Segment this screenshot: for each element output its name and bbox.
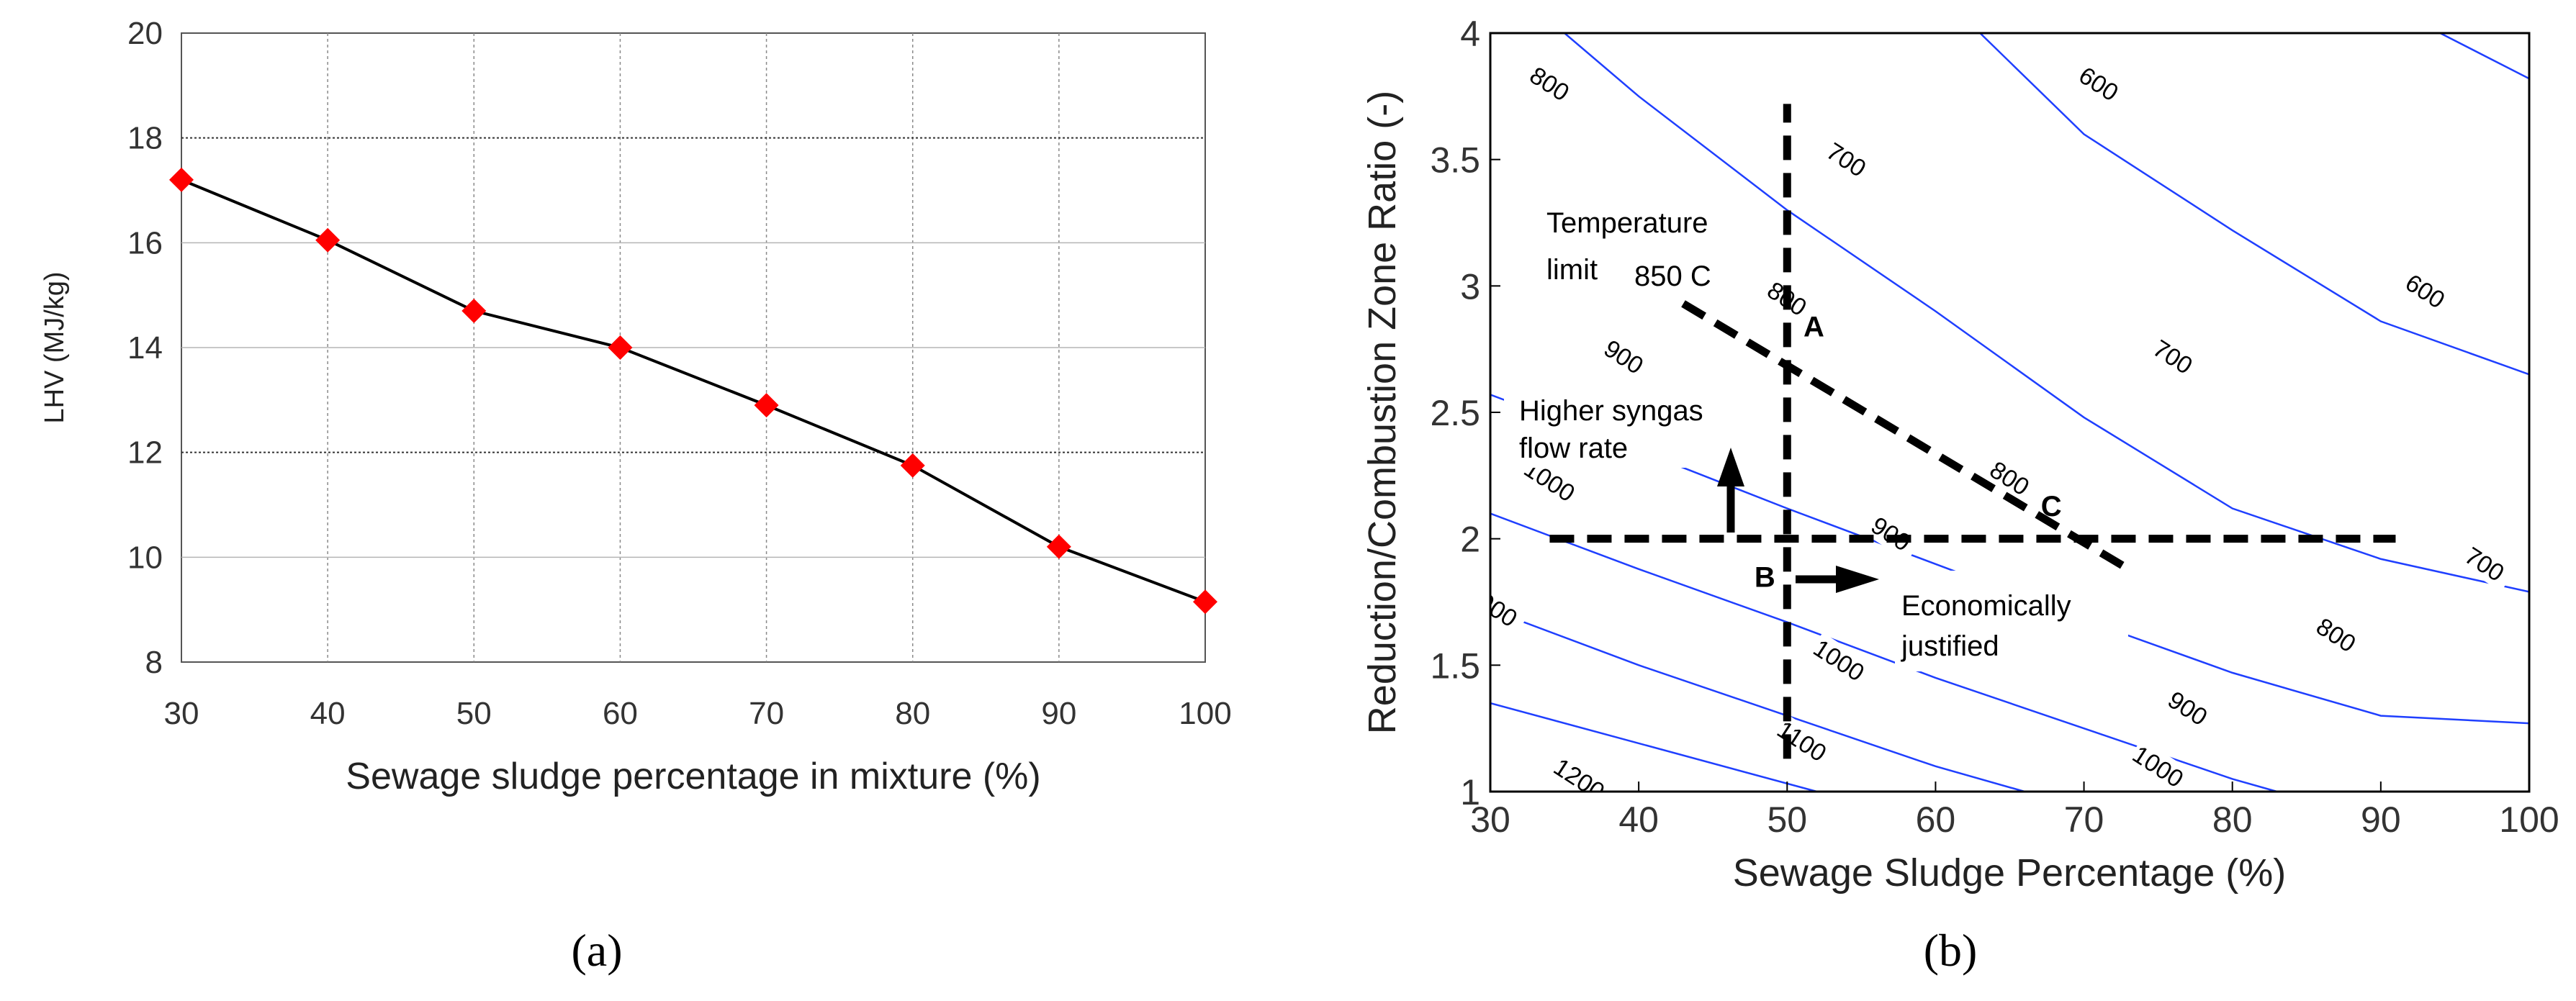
- lhv-series-line: [181, 178, 1206, 604]
- y-tick-label: 1.5: [1430, 646, 1480, 686]
- flow-rate-label: flow rate: [1519, 432, 1628, 464]
- y-tick-label: 3: [1460, 266, 1480, 307]
- x-tick-label: 90: [1041, 696, 1076, 731]
- contour-label-bg: [1518, 55, 1582, 112]
- contour-label-bg: [1978, 450, 2042, 506]
- y-tick-label: 4: [1460, 14, 1480, 54]
- economically-label: Economically: [1901, 590, 2071, 622]
- contour-label-bg: [2156, 680, 2220, 736]
- y-tick-label: 16: [127, 225, 163, 261]
- contour-label-bg: [1770, 713, 1834, 769]
- y-tick-label: 14: [127, 330, 163, 366]
- x-tick-label: 80: [895, 696, 930, 731]
- x-tick-label: 30: [1470, 800, 1510, 840]
- y-ticks-a: 8 10 12 14 16 18 20: [127, 16, 163, 680]
- contour-label-bg: [1547, 751, 1612, 792]
- temperature-limit-label: Temperature: [1546, 207, 1708, 239]
- data-point: [1046, 534, 1071, 559]
- y-tick-label: 10: [127, 540, 163, 575]
- data-point: [608, 335, 633, 360]
- contour-label-bg: [2304, 607, 2369, 663]
- contour-label-bg: [1814, 132, 1879, 188]
- y-tick-label: 3.5: [1430, 140, 1480, 181]
- point-label-a: A: [1803, 312, 1824, 343]
- justified-label: justified: [1901, 630, 1999, 662]
- contour-label-bg: [1859, 506, 1924, 562]
- contour-label-bg: [2140, 329, 2205, 385]
- data-point: [1193, 589, 1217, 615]
- temperature-limit-label-2: limit: [1546, 254, 1598, 286]
- x-tick-label: 100: [1179, 696, 1231, 731]
- data-point: [461, 299, 487, 324]
- economically-justified-box: [1895, 571, 2128, 671]
- x-ticks-b: 30 40 50 60 70 80 90 100: [1470, 782, 2559, 840]
- x-tick-label: 40: [1618, 800, 1659, 840]
- panel-label-b: (b): [1924, 925, 1978, 976]
- contour-700: [1564, 33, 2529, 593]
- panel-a: 8 10 12 14 16 18 20 30 40 50 60 70 80 90 100 LHV (MJ/…: [40, 16, 1232, 976]
- temperature-value-label: 850 C: [1634, 261, 1711, 292]
- panel-label-a: (a): [571, 925, 622, 976]
- x-tick-label: 40: [310, 696, 346, 731]
- contour-label-bg: [2452, 536, 2517, 592]
- contour-label-bg: [2126, 738, 2191, 792]
- point-label-b: B: [1755, 561, 1775, 593]
- point-label-c: C: [2041, 491, 2062, 522]
- contour-600: [1979, 33, 2529, 376]
- y-tick-label: 2.5: [1430, 393, 1480, 433]
- contour-label-bg: [1490, 581, 1530, 638]
- x-tick-label: 70: [2064, 800, 2104, 840]
- x-axis-title-a: Sewage sludge percentage in mixture (%): [346, 756, 1040, 797]
- y-tick-label: 1: [1460, 772, 1480, 812]
- data-point: [754, 393, 779, 418]
- x-tick-label: 80: [2212, 800, 2253, 840]
- x-tick-label: 90: [2361, 800, 2401, 840]
- higher-syngas-label: Higher syngas: [1519, 395, 1703, 427]
- temperature-limit-line: [1681, 300, 2131, 573]
- data-point: [315, 227, 341, 253]
- temperature-limit-box: [1536, 191, 1727, 295]
- y-tick-label: 20: [127, 16, 163, 51]
- contour-label-bg: [2393, 263, 2458, 319]
- contour-1100: [1490, 702, 1817, 792]
- y-tick-label: 18: [127, 121, 163, 156]
- point-labels: A B C: [1755, 312, 2062, 594]
- x-tick-label: 50: [1767, 800, 1807, 840]
- x-tick-label: 60: [1916, 800, 1956, 840]
- right-arrow-icon: [1796, 566, 1879, 593]
- overlay-lines: [1549, 104, 2396, 759]
- y-tick-label: 12: [127, 435, 163, 471]
- panel-b: 8007006008007006009008007001000900800100…: [1361, 14, 2559, 976]
- data-point: [900, 453, 925, 478]
- x-tick-label: 30: [164, 696, 199, 731]
- x-tick-label: 70: [749, 696, 784, 731]
- contour-900: [1490, 512, 2277, 792]
- contour-label-bg: [1592, 329, 1656, 385]
- data-point: [169, 167, 194, 192]
- x-axis-title-b: Sewage Sludge Percentage (%): [1733, 851, 2286, 894]
- higher-syngas-box: [1504, 383, 1779, 468]
- x-tick-label: 100: [2499, 800, 2559, 840]
- contour-500: [2439, 33, 2529, 80]
- lhv-series-markers: [169, 167, 1217, 615]
- y-axis-title-a: LHV (MJ/kg): [40, 271, 70, 423]
- y-axis-title-b: Reduction/Combustion Zone Ratio (-): [1361, 91, 1404, 734]
- contour-label-bg: [2066, 55, 2131, 112]
- up-arrow-icon: [1717, 448, 1744, 533]
- x-tick-label: 50: [456, 696, 492, 731]
- y-tick-label: 8: [145, 645, 163, 680]
- y-tick-label: 2: [1460, 520, 1480, 560]
- contour-label-bg: [1806, 632, 1871, 688]
- grid-a: [181, 33, 1205, 662]
- y-ticks-b: 1 1.5 2 2.5 3 3.5 4: [1430, 14, 1500, 812]
- x-ticks-a: 30 40 50 60 70 80 90 100: [164, 696, 1232, 731]
- x-tick-label: 60: [603, 696, 638, 731]
